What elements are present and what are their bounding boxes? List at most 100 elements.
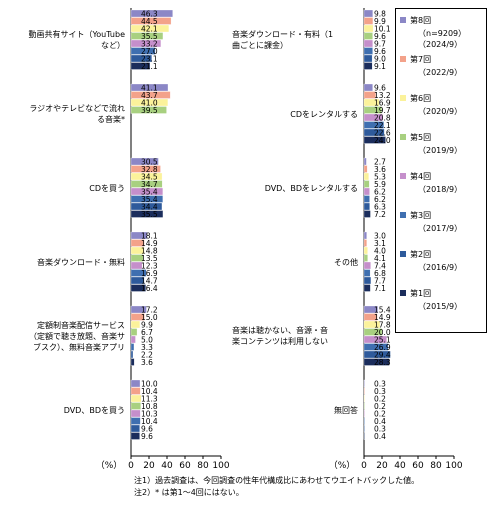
data-label: 6.8	[374, 269, 386, 278]
legend-swatch	[400, 251, 406, 257]
bar	[130, 424, 140, 433]
legend-series-date: （2018/9）	[418, 185, 463, 194]
data-label: 14.9	[141, 239, 158, 248]
bar	[130, 246, 145, 255]
bar	[363, 32, 373, 40]
data-label: 16.9	[374, 99, 391, 108]
data-label: 10.4	[141, 387, 158, 396]
data-label: 10.1	[374, 25, 391, 34]
data-label: 0.2	[374, 402, 386, 411]
bar	[130, 98, 169, 107]
legend-swatch	[400, 173, 406, 179]
bar	[363, 180, 370, 188]
data-label: 0.4	[374, 432, 386, 441]
data-label: 34.5	[141, 173, 158, 182]
legend-series-name: 第1回	[410, 289, 432, 298]
category-label: 音楽ダウンロード・無料	[4, 257, 125, 268]
data-label: 4.0	[374, 247, 386, 256]
bar	[130, 320, 141, 329]
data-label: 3.0	[374, 232, 386, 241]
legend-swatch	[400, 290, 406, 296]
bar	[363, 313, 378, 321]
bar	[363, 165, 368, 173]
bar	[363, 305, 379, 314]
data-label: 43.7	[141, 91, 158, 100]
bar	[130, 62, 151, 70]
legend-swatch	[400, 17, 406, 23]
bar	[363, 409, 365, 418]
data-label: 20.0	[374, 328, 391, 337]
legend-swatch	[400, 134, 406, 140]
legend-series-date: （2015/9）	[418, 302, 463, 311]
bar	[363, 9, 373, 18]
bar	[363, 379, 365, 388]
data-label: 16.9	[141, 269, 158, 278]
bar	[130, 9, 173, 18]
data-label: 0.2	[374, 410, 386, 419]
bar	[363, 231, 367, 240]
bar	[130, 231, 148, 240]
data-label: 9.6	[374, 47, 386, 56]
data-label: 41.1	[141, 84, 158, 93]
data-label: 17.2	[141, 306, 158, 315]
bar	[363, 202, 370, 211]
bar	[363, 83, 373, 92]
bar	[130, 409, 141, 418]
x-tick-label: 0	[128, 461, 134, 471]
data-label: 18.1	[141, 232, 158, 241]
bar	[363, 239, 367, 247]
category-label: 動画共有サイト（YouTube など）	[4, 29, 125, 51]
data-label: 3.3	[141, 343, 153, 352]
category-label: DVD、BDをレンタルする	[232, 183, 358, 194]
legend-series-date: （2017/9）	[418, 224, 463, 233]
data-label: 41.0	[141, 99, 158, 108]
x-tick-label: 20	[376, 461, 388, 471]
legend-swatch	[400, 212, 406, 218]
bar	[130, 187, 164, 196]
data-label: 27.0	[141, 47, 158, 56]
data-label: 26.9	[374, 343, 391, 352]
bar	[130, 83, 169, 92]
data-label: 6.7	[141, 328, 153, 337]
data-label: 28.3	[374, 358, 391, 367]
bar	[130, 276, 145, 285]
x-tick-label: 40	[394, 461, 406, 471]
bar	[363, 106, 382, 114]
data-label: 46.3	[141, 10, 158, 19]
x-tick-label: 60	[412, 461, 424, 471]
category-label-line: 音楽ダウンロード・無料	[37, 257, 125, 267]
data-label: 7.2	[374, 210, 386, 219]
data-label: 35.4	[141, 195, 158, 204]
data-label: 13.2	[374, 91, 391, 100]
legend-series-name: 第2回	[410, 250, 432, 259]
bar	[130, 402, 141, 410]
bar	[363, 24, 374, 33]
legend-series-name: 第3回	[410, 211, 432, 220]
data-label: 12.3	[141, 262, 158, 271]
data-label: 5.0	[141, 336, 153, 345]
bar	[363, 350, 391, 359]
chart-legend: 第8回 （2024/9） （n=9209） 第7回 （2022/9） 第6回 （2020/9…	[395, 8, 487, 333]
note-2: 注2）* は第1〜4回にはない。	[134, 488, 244, 497]
category-label-line: CDをレンタルする	[290, 109, 358, 119]
data-label: 11.3	[141, 395, 158, 404]
data-label: 29.4	[374, 351, 391, 360]
bar	[363, 335, 387, 344]
data-label: 10.3	[141, 410, 158, 419]
bar	[130, 180, 163, 188]
bar	[130, 39, 162, 48]
category-label: ラジオやテレビなどで流れ る音楽*	[4, 103, 125, 125]
bar	[130, 172, 163, 181]
bar	[130, 328, 138, 336]
bar	[363, 195, 370, 203]
axis-unit-label: （%）	[329, 460, 356, 471]
data-label: 5.9	[374, 180, 386, 189]
data-label: 10.4	[141, 417, 158, 426]
data-label: 13.5	[141, 254, 158, 263]
x-tick-label: 60	[179, 461, 191, 471]
data-label: 35.5	[141, 32, 158, 41]
chart-notes: 注1）過去調査は、今回調査の性年代構成比にあわせてウエイトバックした値。 注2）…	[134, 475, 419, 499]
data-label: 21.1	[141, 62, 158, 71]
data-label: 19.7	[374, 106, 391, 115]
bar	[363, 172, 369, 181]
